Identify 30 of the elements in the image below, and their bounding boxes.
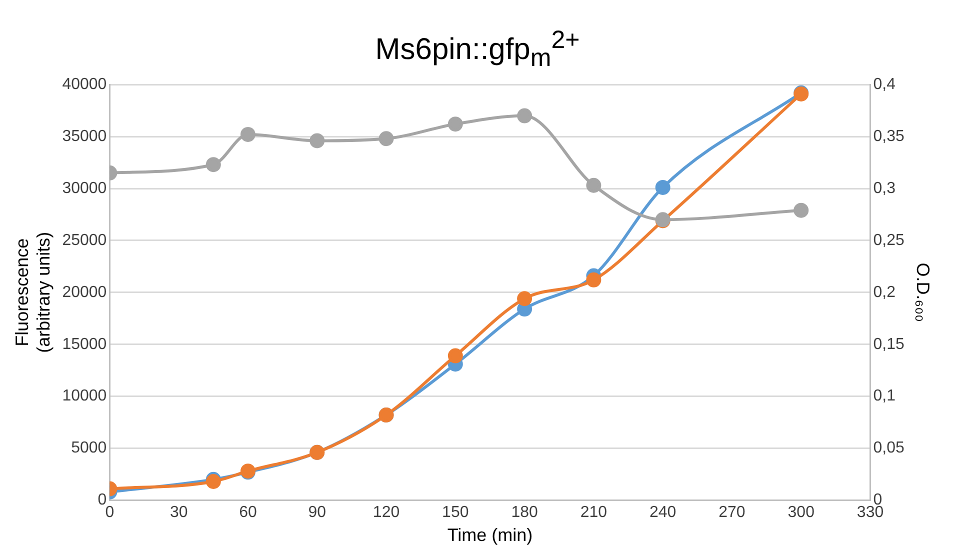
y-tick-label: 15000	[62, 336, 107, 353]
y2-tick-label: 0,4	[873, 76, 896, 94]
x-tick-label: 150	[442, 504, 469, 522]
x-tick-label: 300	[788, 504, 815, 522]
y-tick-label: 35000	[62, 128, 107, 145]
x-tick-label: 270	[718, 504, 746, 522]
x-tick-label: 240	[649, 504, 676, 522]
x-tick-label: 60	[239, 504, 257, 522]
y-tick-label: 5000	[71, 440, 107, 457]
y-tick-label: 40000	[62, 76, 107, 94]
y2-tick-label: 0,2	[873, 284, 896, 301]
y2-tick-label: 0,1	[873, 388, 896, 405]
y-tick-label: 30000	[62, 180, 107, 197]
y-axis-title: Fluorescence (arbitrary units)	[12, 232, 54, 353]
y2-tick-label: 0,35	[873, 128, 904, 145]
y-tick-label: 25000	[62, 232, 107, 249]
y-tick-label: 10000	[62, 388, 107, 405]
y2-tick-label: 0,3	[873, 180, 896, 197]
x-tick-label: 90	[308, 504, 326, 522]
y-tick-label: 0	[98, 492, 107, 509]
x-tick-label: 210	[580, 504, 608, 522]
y2-tick-label: 0,15	[873, 336, 904, 353]
x-tick-label: 180	[511, 504, 538, 522]
x-tick-label: 120	[372, 504, 400, 522]
y2-axis-title: O.D.₆₀₀	[913, 262, 934, 322]
y2-tick-label: 0,25	[873, 232, 904, 249]
x-tick-label: 30	[170, 504, 188, 522]
y2-tick-label: 0,05	[873, 440, 904, 457]
x-axis-title: Time (min)	[447, 525, 533, 546]
y-tick-label: 20000	[62, 284, 107, 301]
